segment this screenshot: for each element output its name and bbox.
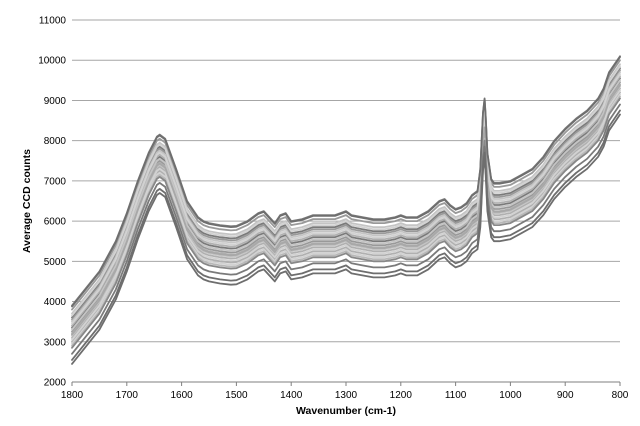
y-tick-label: 3000 <box>44 337 67 348</box>
y-tick-label: 9000 <box>44 96 67 107</box>
series-line <box>71 109 621 361</box>
series-line <box>71 75 621 327</box>
series-line <box>71 77 621 329</box>
x-axis-title: Wavenumber (cm-1) <box>296 405 396 417</box>
y-tick-label: 8000 <box>44 136 67 147</box>
x-tick-labels: 1800 1700 1600 1500 1400 1300 1200 1100 1000 900 8… <box>61 390 629 401</box>
series-line <box>71 89 621 341</box>
series-line <box>71 85 621 337</box>
y-tick-label: 6000 <box>44 217 67 228</box>
x-tick-label: 1500 <box>225 390 248 401</box>
series-line <box>71 93 621 345</box>
x-tick-label: 900 <box>557 390 574 401</box>
series-line <box>71 79 621 331</box>
y-tick-label: 5000 <box>44 257 67 268</box>
series-line <box>71 97 621 349</box>
x-tick-label: 800 <box>612 390 629 401</box>
series-line <box>71 59 621 311</box>
x-tick-label: 1700 <box>116 390 139 401</box>
series-line <box>71 71 621 323</box>
y-tick-label: 10000 <box>38 56 66 67</box>
axes <box>71 381 621 386</box>
series-line <box>71 91 621 343</box>
series-line <box>71 73 621 325</box>
series-line <box>71 103 621 355</box>
series-line <box>71 67 621 319</box>
y-tick-label: 7000 <box>44 176 67 187</box>
series-line <box>71 63 621 315</box>
series-line <box>71 87 621 339</box>
x-tick-label: 1300 <box>335 390 358 401</box>
series-line <box>71 95 621 347</box>
y-axis-title: Average CCD counts <box>21 149 33 253</box>
series-lines <box>71 55 621 365</box>
y-tick-labels: 2000 3000 4000 5000 6000 7000 8000 9000 10000 110… <box>38 16 66 389</box>
y-tick-label: 4000 <box>44 297 67 308</box>
series-line <box>71 65 621 317</box>
x-tick-label: 1000 <box>499 390 522 401</box>
series-line <box>71 69 621 321</box>
x-tick-label: 1800 <box>61 390 84 401</box>
series-line <box>71 56 621 308</box>
x-tick-label: 1400 <box>280 390 303 401</box>
x-tick-label: 1100 <box>445 390 467 401</box>
series-line <box>71 83 621 335</box>
series-line <box>71 81 621 333</box>
y-tick-label: 2000 <box>44 378 67 389</box>
series-line <box>71 113 621 365</box>
y-tick-label: 11000 <box>39 16 67 27</box>
series-line <box>71 84 621 336</box>
x-tick-label: 1200 <box>390 390 413 401</box>
x-tick-label: 1600 <box>170 390 193 401</box>
